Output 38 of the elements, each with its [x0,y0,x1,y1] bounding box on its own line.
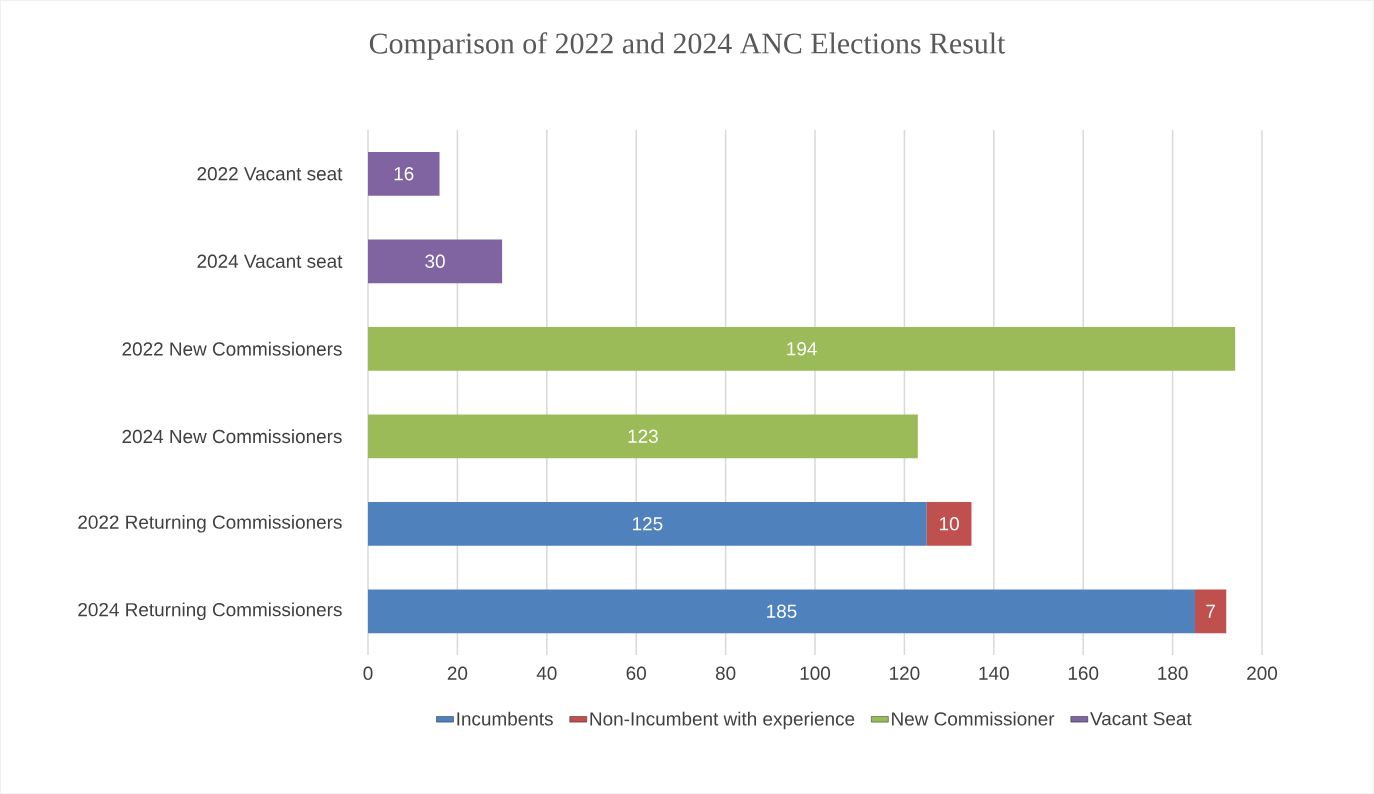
x-tick-label: 100 [800,666,831,680]
y-tick-label: 2022 Returning Commissioners [78,514,342,533]
x-tick-label: 20 [447,666,468,680]
data-label: 194 [787,342,817,356]
bar [926,501,972,546]
data-label: 30 [425,254,445,268]
bar [368,326,1236,371]
x-tick-label: 120 [890,666,920,680]
bar [1194,589,1227,634]
chart-title: Comparison of 2022 and 2024 ANC Elections Result [369,32,1006,60]
x-tick-label: 140 [979,666,1009,680]
x-tick-label: 80 [715,666,736,680]
y-tick-label: 2024 Vacant seat [197,254,343,268]
data-label: 7 [1206,604,1215,618]
bar [368,151,440,196]
legend-label: Vacant Seat [1090,711,1192,726]
x-tick-label: 0 [363,666,373,680]
legend-label: Non-Incumbent with experience [590,711,855,730]
bar [368,501,927,546]
y-tick-label: 2022 Vacant seat [197,167,343,181]
data-label: 125 [633,517,663,531]
y-tick-label: 2024 Returning Commissioners [78,602,342,621]
data-label: 185 [767,604,797,618]
x-tick-label: 180 [1158,666,1188,680]
legend-label: New Commissioner [892,711,1055,726]
x-tick-label: 40 [536,666,557,680]
x-tick-label: 200 [1247,666,1278,680]
x-tick-label: 60 [626,666,646,680]
data-label: 123 [628,429,658,443]
data-label: 16 [394,167,414,181]
bar [368,414,918,459]
x-tick-label: 160 [1068,666,1099,680]
bar [368,589,1195,634]
legend-label: Incumbents [457,711,553,726]
y-tick-label: 2024 New Commissioners [122,429,342,444]
data-label: 10 [940,517,959,531]
bar [368,239,503,284]
y-tick-label: 2022 New Commissioners [122,341,342,356]
